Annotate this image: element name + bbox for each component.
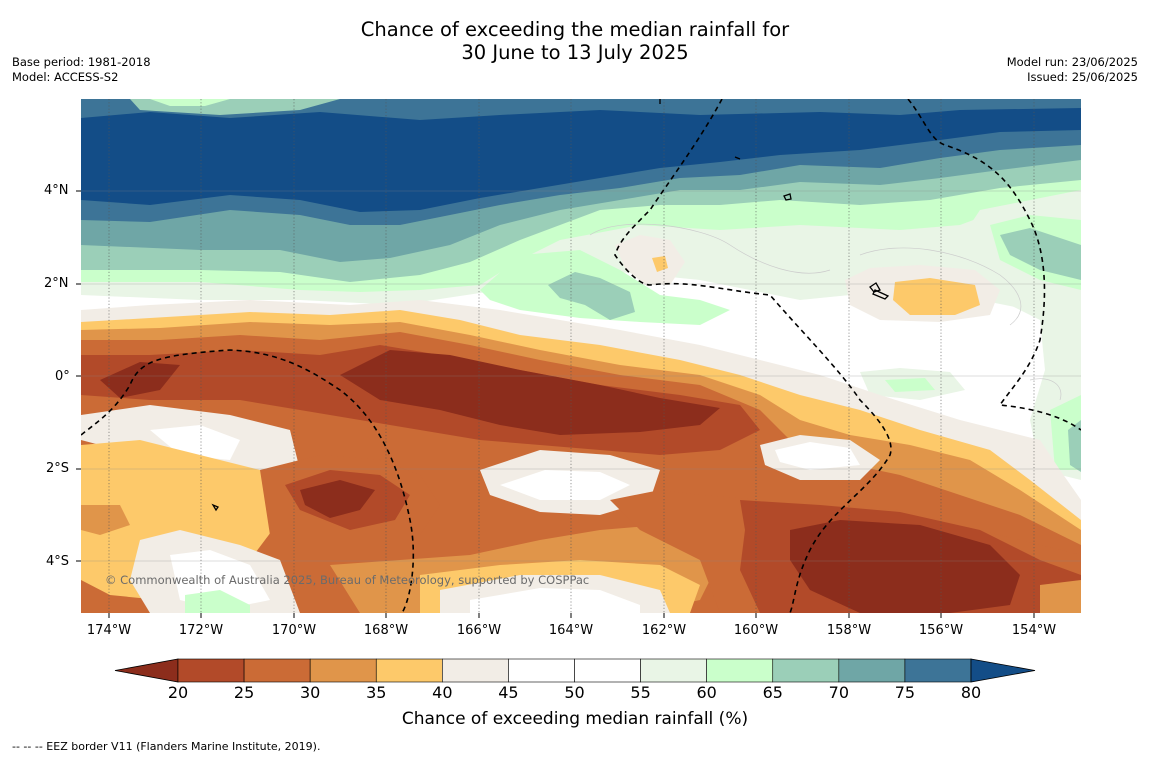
base-period: Base period: 1981-2018 xyxy=(12,55,151,69)
lat-label-4s: 4°S xyxy=(46,554,70,569)
lon-label-162w: 162°W xyxy=(641,623,687,638)
colorbar-segment xyxy=(508,658,575,683)
blob-mint-mid xyxy=(885,378,935,392)
model-name: Model: ACCESS-S2 xyxy=(12,70,119,84)
colorbar-segment xyxy=(904,658,972,683)
colorbar-segment xyxy=(442,658,509,683)
colorbar-extend-high xyxy=(970,658,1036,683)
lon-label-158w: 158°W xyxy=(826,623,872,638)
band-south-white xyxy=(470,588,640,613)
lat-label-0: 0° xyxy=(55,369,70,384)
colorbar-title: Chance of exceeding median rainfall (%) xyxy=(401,709,749,729)
copyright-text: © Commonwealth of Australia 2025, Bureau… xyxy=(105,573,589,587)
lat-label-4n: 4°N xyxy=(44,183,69,198)
blob-orange-southeast-edge xyxy=(1040,580,1081,613)
blob-seafoam-east xyxy=(1000,228,1081,280)
issued-date: Issued: 25/06/2025 xyxy=(1027,70,1138,84)
lon-label-166w: 166°W xyxy=(456,623,502,638)
band-mint-top xyxy=(150,99,230,106)
title-line-2: 30 June to 13 July 2025 xyxy=(461,41,689,64)
colorbar-segment xyxy=(243,658,311,683)
lon-label-168w: 168°W xyxy=(363,623,409,638)
colorbar-tick-label: 80 xyxy=(960,683,982,702)
lat-label-2n: 2°N xyxy=(44,276,69,291)
lon-label-154w: 154°W xyxy=(1011,623,1057,638)
eez-border xyxy=(81,99,1081,613)
band-deep-blue-north xyxy=(81,108,1081,212)
meta-left: Base period: 1981-2018 Model: ACCESS-S2 xyxy=(12,55,151,85)
lon-label-156w: 156°W xyxy=(918,623,964,638)
blob-brown-west xyxy=(100,362,180,398)
blob-brown-south xyxy=(300,480,375,518)
colorbar-tick-label: 40 xyxy=(432,683,453,702)
white-region-contours xyxy=(589,223,1062,401)
colorbar-tick-label: 70 xyxy=(828,683,850,702)
blob-white-central-south xyxy=(500,470,630,500)
blob-brown-southeast xyxy=(790,520,1020,613)
islands xyxy=(211,99,890,512)
colorbar-tick-label: 25 xyxy=(233,683,255,702)
colorbar-tick-label: 45 xyxy=(498,683,519,702)
colorbar-tick-label: 65 xyxy=(762,683,783,702)
colorbar-tick-label: 55 xyxy=(630,683,651,702)
colorbar-segments xyxy=(114,658,1036,683)
meta-right: Model run: 23/06/2025 Issued: 25/06/2025 xyxy=(1007,55,1138,85)
colorbar-segment xyxy=(640,658,707,683)
lat-gridlines xyxy=(81,190,1081,562)
title-line-1: Chance of exceeding the median rainfall … xyxy=(360,18,790,41)
colorbar-extend-low xyxy=(114,658,179,683)
lon-label-164w: 164°W xyxy=(548,623,594,638)
colorbar-segment xyxy=(574,658,641,683)
colorbar-segment xyxy=(706,658,774,683)
colorbar-tick-label: 30 xyxy=(299,683,321,702)
blob-orange-east xyxy=(893,278,980,315)
blob-orange-left-edge xyxy=(81,505,130,535)
band-brown-core xyxy=(340,350,720,435)
colorbar-tick-label: 50 xyxy=(564,683,585,702)
colorbar-segment xyxy=(772,658,840,683)
lat-label-2s: 2°S xyxy=(46,461,70,476)
blob-white-east-south xyxy=(775,442,860,470)
colorbar-tick-label: 60 xyxy=(696,683,717,702)
colorbar-segment xyxy=(177,658,245,683)
blob-seafoam-east2 xyxy=(1068,420,1081,472)
colorbar-tick-label: 20 xyxy=(167,683,189,702)
blob-white-west-low xyxy=(150,425,240,460)
colorbar-tick-label: 35 xyxy=(366,683,387,702)
lon-label-174w: 174°W xyxy=(86,623,132,638)
lon-label-160w: 160°W xyxy=(733,623,779,638)
colorbar-segment xyxy=(375,658,443,683)
map-field xyxy=(81,99,1081,613)
colorbar-segment xyxy=(309,658,377,683)
blob-grey-central xyxy=(615,235,685,285)
lon-label-170w: 170°W xyxy=(271,623,317,638)
colorbar-segment xyxy=(838,658,906,683)
axis-ticks xyxy=(76,190,1035,618)
eez-footnote: -- -- -- EEZ border V11 (Flanders Marine… xyxy=(12,740,321,753)
colorbar-tick-label: 75 xyxy=(894,683,916,702)
model-run: Model run: 23/06/2025 xyxy=(1006,55,1138,69)
lon-label-172w: 172°W xyxy=(178,623,224,638)
map-title: Chance of exceeding the median rainfall … xyxy=(0,18,1150,64)
